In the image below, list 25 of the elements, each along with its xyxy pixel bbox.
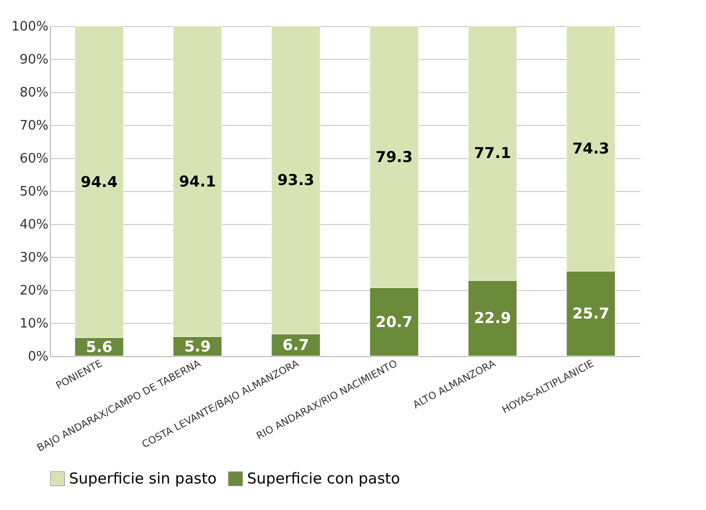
y-tick-label: 40% bbox=[20, 218, 48, 232]
y-tick-label: 70% bbox=[20, 118, 48, 134]
data-label: 20.7 bbox=[376, 312, 413, 331]
legend-label: Superficie con pasto bbox=[247, 470, 400, 488]
data-label: 5.9 bbox=[184, 337, 211, 356]
legend-label: Superficie sin pasto bbox=[69, 470, 217, 488]
y-tick-label: 50% bbox=[20, 184, 48, 200]
y-tick-label: 30% bbox=[20, 250, 48, 266]
y-tick-label: 10% bbox=[20, 316, 48, 332]
data-label: 74.3 bbox=[572, 140, 610, 158]
y-tick-label: 0% bbox=[28, 350, 48, 364]
data-label: 22.9 bbox=[474, 309, 512, 328]
y-tick-label: 90% bbox=[20, 52, 48, 68]
y-tick-label: 60% bbox=[20, 152, 48, 166]
data-label: 5.6 bbox=[86, 338, 112, 356]
data-label: 25.7 bbox=[572, 304, 610, 323]
y-tick-label: 20% bbox=[20, 284, 48, 298]
data-label: 6.7 bbox=[282, 336, 310, 354]
data-label: 77.1 bbox=[474, 144, 512, 162]
y-tick-label: 100% bbox=[11, 20, 48, 34]
data-label: 79.3 bbox=[376, 148, 413, 166]
data-label: 93.3 bbox=[277, 170, 314, 189]
data-label: 94.1 bbox=[178, 172, 216, 190]
data-label: 94.4 bbox=[80, 172, 118, 191]
y-tick-label: 80% bbox=[20, 86, 48, 100]
